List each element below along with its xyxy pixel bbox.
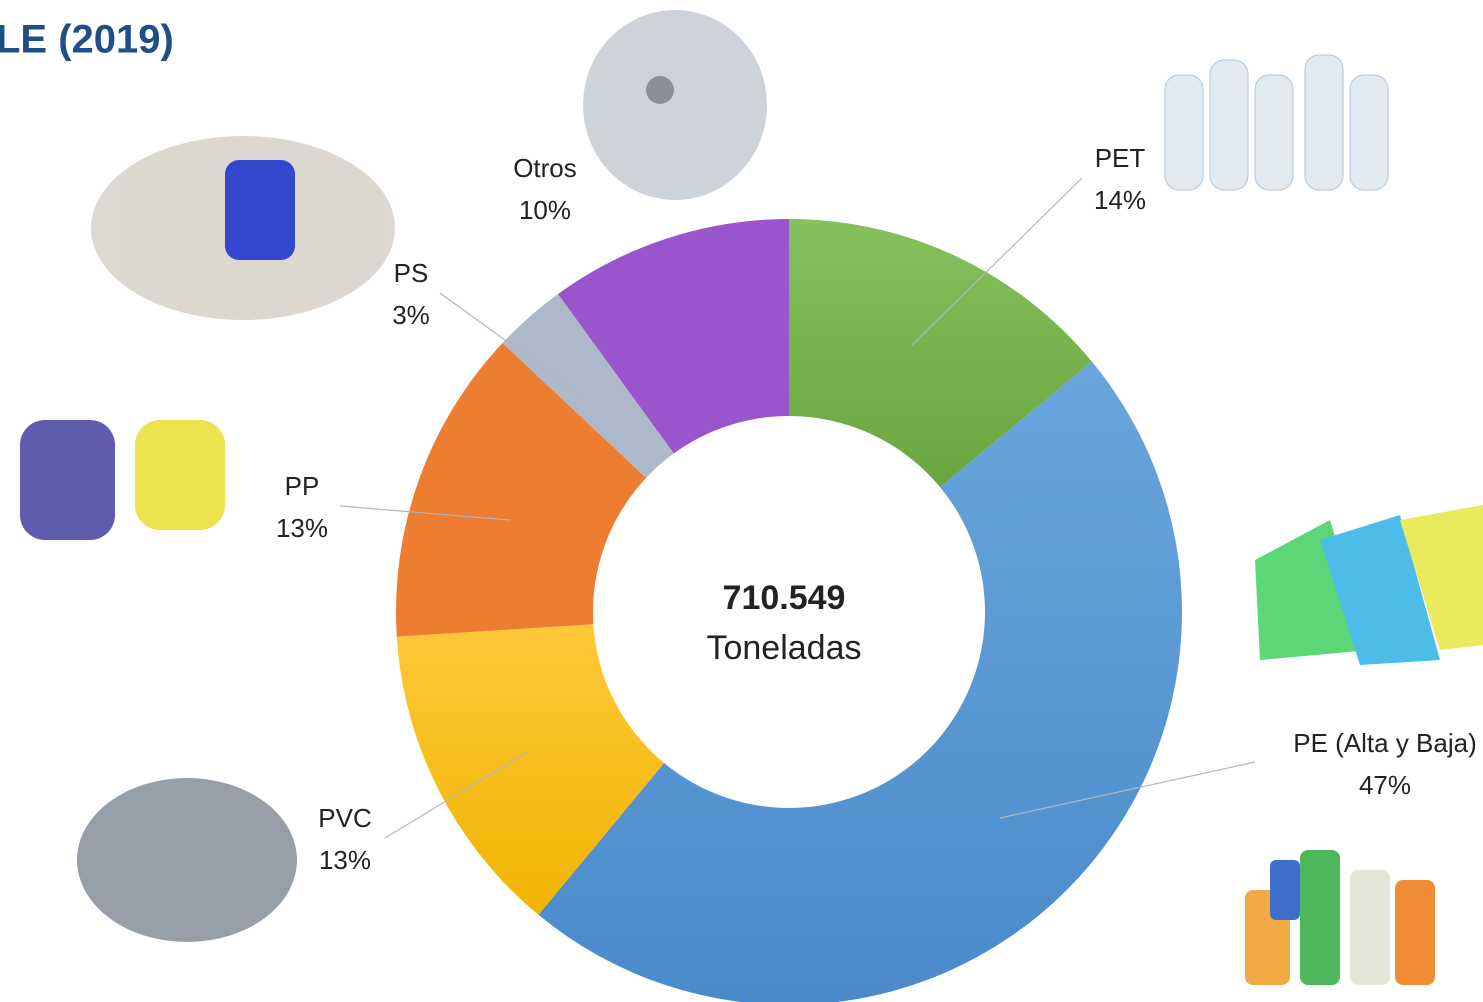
slice-value-label: 47% bbox=[1359, 770, 1411, 800]
leader-line bbox=[439, 292, 586, 399]
slice-value-label: 13% bbox=[276, 513, 328, 543]
donut-slice bbox=[502, 294, 674, 478]
donut-slice bbox=[558, 219, 789, 454]
slice-label: Otros bbox=[513, 153, 577, 183]
leader-line bbox=[999, 761, 1256, 819]
leader-line bbox=[339, 505, 511, 521]
chart-title: LE (2019) bbox=[0, 18, 174, 62]
decor bbox=[20, 10, 1483, 985]
slice-label: PVC bbox=[318, 803, 371, 833]
slice-label: PP bbox=[285, 471, 320, 501]
leader-line bbox=[911, 177, 1083, 346]
slice-value-label: 13% bbox=[319, 845, 371, 875]
donut-slice bbox=[788, 218, 1092, 488]
slice-value-label: 14% bbox=[1094, 185, 1146, 215]
center-value: 710.549 bbox=[723, 579, 846, 617]
slice-label: PS bbox=[394, 258, 429, 288]
slice-value-label: 3% bbox=[392, 300, 430, 330]
donut-slice bbox=[396, 342, 647, 637]
slice-label: PE (Alta y Baja) bbox=[1293, 728, 1477, 758]
slice-label: PET bbox=[1095, 143, 1146, 173]
leader-line bbox=[384, 751, 528, 839]
slice-value-label: 10% bbox=[519, 195, 571, 225]
center-label: Toneladas bbox=[706, 629, 861, 667]
